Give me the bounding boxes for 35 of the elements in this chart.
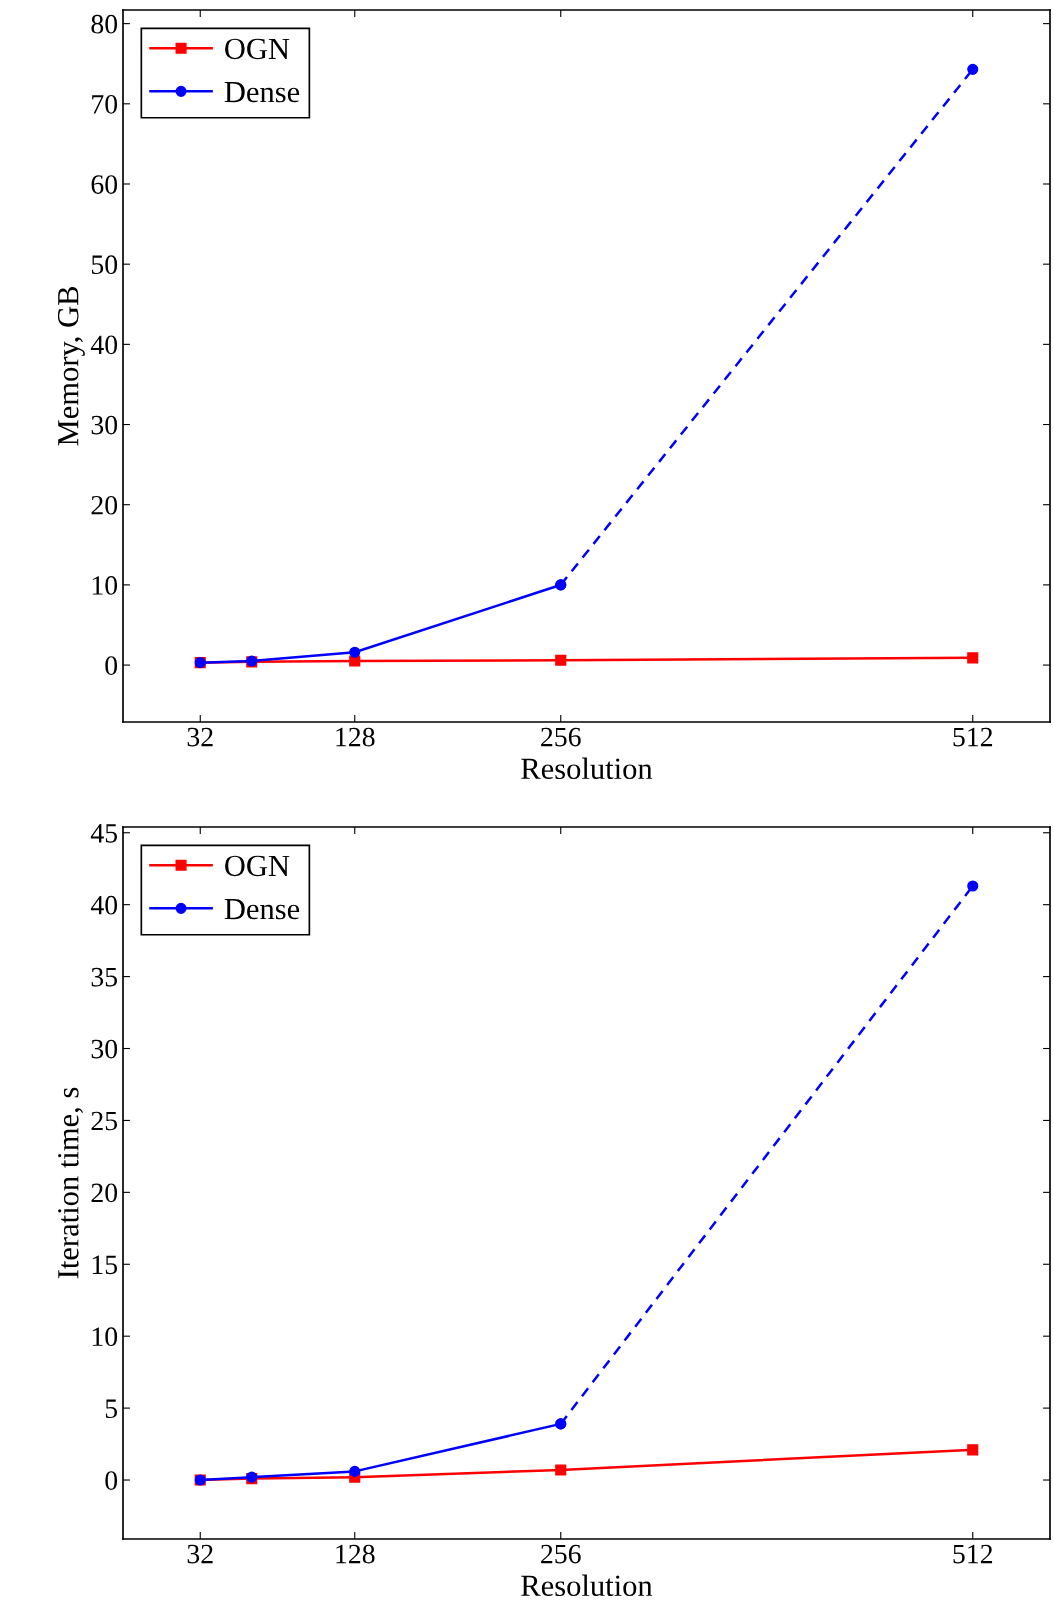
x-tick-label: 256 [541, 727, 581, 747]
x-tick-label: 512 [953, 727, 993, 747]
y-tick-label: 25 [91, 1111, 118, 1131]
y-tick-label: 30 [91, 415, 118, 435]
x-tick-label: 512 [953, 1544, 993, 1564]
y-tick-label: 5 [105, 1399, 118, 1419]
x-tick-label: 256 [541, 1544, 581, 1564]
x-axis-title: Resolution [521, 1574, 653, 1597]
y-tick-label: 0 [105, 1471, 118, 1490]
y-tick-label: 40 [90, 895, 118, 915]
y-axis-title: Iteration time, s [58, 1087, 83, 1279]
y-tick-label: 45 [90, 824, 118, 843]
legend-label: Dense [224, 82, 300, 103]
legend-label: Dense [224, 899, 300, 920]
x-tick-label: 128 [336, 727, 375, 747]
x-tick-label: 32 [187, 1544, 213, 1564]
x-axis-title: Resolution [521, 757, 653, 780]
y-tick-label: 40 [90, 335, 118, 355]
y-tick-label: 20 [91, 1183, 118, 1203]
y-tick-label: 10 [92, 576, 118, 595]
y-tick-label: 15 [92, 1255, 118, 1275]
y-tick-label: 50 [91, 255, 118, 275]
y-axis-title: Memory, GB [57, 287, 85, 446]
y-tick-label: 60 [91, 175, 118, 194]
y-tick-label: 70 [92, 94, 118, 114]
legend-label: OGN [225, 38, 290, 60]
y-tick-label: 80 [91, 14, 118, 34]
x-tick-label: 128 [336, 1544, 375, 1564]
y-tick-label: 0 [105, 656, 118, 675]
y-tick-label: 20 [91, 495, 118, 515]
y-tick-label: 30 [91, 1039, 118, 1059]
legend-label: OGN [225, 855, 290, 877]
y-tick-label: 10 [92, 1327, 118, 1347]
x-tick-label: 32 [187, 727, 213, 747]
y-tick-label: 35 [91, 967, 118, 987]
